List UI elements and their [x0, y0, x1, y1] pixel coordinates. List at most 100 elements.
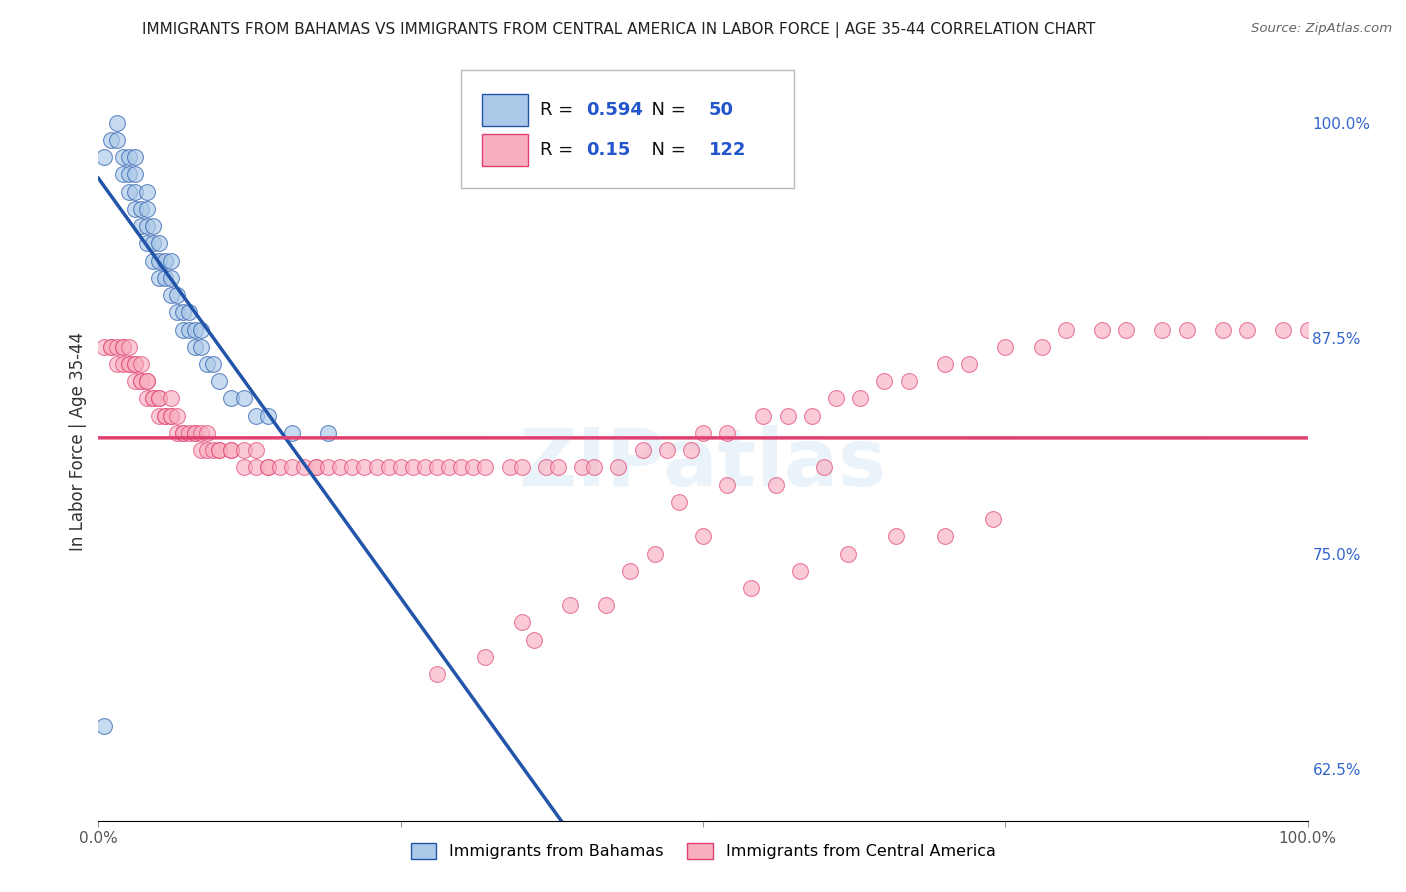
Point	[124, 202, 146, 216]
Point	[837, 547, 859, 561]
Point	[981, 512, 1004, 526]
Point	[571, 460, 593, 475]
Point	[93, 340, 115, 354]
Point	[934, 529, 956, 543]
Point	[148, 392, 170, 406]
Point	[166, 288, 188, 302]
Point	[148, 270, 170, 285]
Text: 0.15: 0.15	[586, 141, 630, 159]
Point	[377, 460, 399, 475]
Point	[716, 477, 738, 491]
Point	[1175, 322, 1198, 336]
Point	[631, 443, 654, 458]
Point	[166, 409, 188, 423]
Point	[195, 425, 218, 440]
Point	[825, 392, 848, 406]
Point	[716, 425, 738, 440]
Point	[118, 357, 141, 371]
Point	[342, 460, 364, 475]
Point	[111, 357, 134, 371]
Point	[619, 564, 641, 578]
Text: R =: R =	[540, 101, 579, 120]
Point	[232, 460, 254, 475]
Point	[245, 409, 267, 423]
Point	[129, 374, 152, 388]
Point	[118, 185, 141, 199]
Point	[1091, 322, 1114, 336]
Point	[142, 219, 165, 234]
Text: IMMIGRANTS FROM BAHAMAS VS IMMIGRANTS FROM CENTRAL AMERICA IN LABOR FORCE | AGE : IMMIGRANTS FROM BAHAMAS VS IMMIGRANTS FR…	[142, 22, 1095, 38]
Point	[142, 392, 165, 406]
Point	[897, 374, 920, 388]
Point	[232, 392, 254, 406]
Point	[160, 288, 183, 302]
Point	[124, 357, 146, 371]
Point	[957, 357, 980, 371]
Point	[100, 133, 122, 147]
FancyBboxPatch shape	[461, 70, 793, 187]
Point	[153, 409, 176, 423]
Point	[129, 219, 152, 234]
Point	[292, 460, 315, 475]
Point	[1236, 322, 1258, 336]
Point	[105, 357, 128, 371]
Point	[195, 357, 218, 371]
Point	[221, 392, 243, 406]
Point	[135, 374, 157, 388]
Point	[426, 667, 449, 681]
Point	[202, 357, 225, 371]
Point	[232, 443, 254, 458]
Point	[190, 425, 212, 440]
Point	[184, 425, 207, 440]
Point	[1272, 322, 1295, 336]
Point	[498, 460, 520, 475]
Point	[740, 581, 762, 595]
Point	[172, 322, 194, 336]
Point	[256, 460, 278, 475]
Point	[1031, 340, 1053, 354]
Point	[93, 719, 115, 733]
FancyBboxPatch shape	[482, 134, 527, 166]
Y-axis label: In Labor Force | Age 35-44: In Labor Force | Age 35-44	[69, 332, 87, 551]
Point	[148, 409, 170, 423]
Point	[124, 357, 146, 371]
Point	[118, 150, 141, 164]
Point	[463, 460, 485, 475]
Point	[190, 443, 212, 458]
Point	[305, 460, 328, 475]
Point	[510, 460, 533, 475]
Point	[142, 236, 165, 251]
Point	[100, 340, 122, 354]
Text: Source: ZipAtlas.com: Source: ZipAtlas.com	[1251, 22, 1392, 36]
Point	[124, 150, 146, 164]
Point	[179, 425, 201, 440]
Point	[190, 340, 212, 354]
Point	[208, 374, 231, 388]
Point	[765, 477, 787, 491]
Point	[208, 443, 231, 458]
Point	[160, 409, 183, 423]
Point	[316, 425, 339, 440]
Point	[160, 409, 183, 423]
Point	[135, 392, 157, 406]
Point	[153, 409, 176, 423]
Text: 0.594: 0.594	[586, 101, 643, 120]
Point	[129, 202, 152, 216]
Text: R =: R =	[540, 141, 579, 159]
Point	[124, 374, 146, 388]
Point	[142, 253, 165, 268]
Point	[184, 425, 207, 440]
Point	[172, 425, 194, 440]
Point	[269, 460, 291, 475]
Point	[118, 168, 141, 182]
Point	[153, 253, 176, 268]
Point	[195, 443, 218, 458]
Point	[100, 340, 122, 354]
Point	[595, 599, 617, 613]
Point	[800, 409, 823, 423]
Point	[111, 340, 134, 354]
Point	[692, 529, 714, 543]
Point	[450, 460, 472, 475]
FancyBboxPatch shape	[482, 95, 527, 126]
Point	[523, 632, 546, 647]
